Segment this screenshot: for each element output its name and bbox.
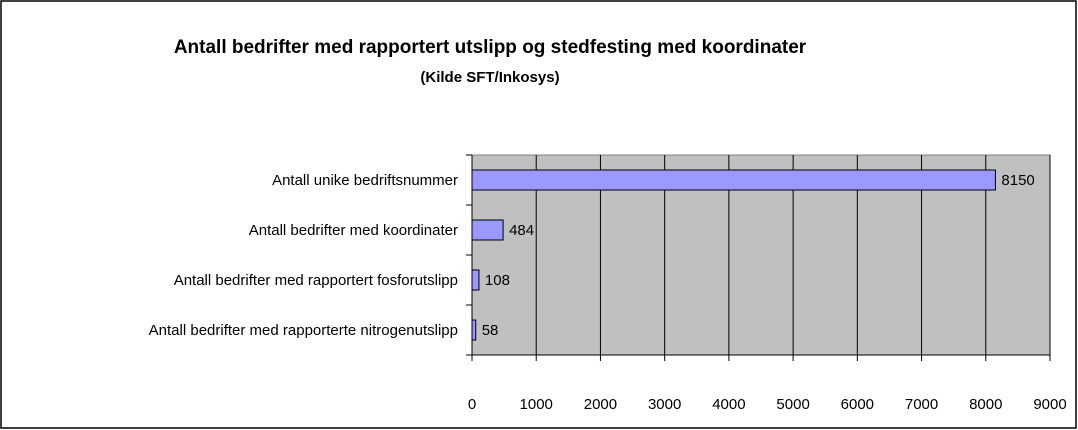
x-tick-label: 0 (468, 396, 476, 413)
data-label: 108 (485, 272, 510, 289)
x-tick-label: 3000 (648, 396, 681, 413)
y-tick-label: Antall bedrifter med koordinater (249, 222, 458, 239)
bar (471, 219, 504, 241)
data-label: 8150 (1001, 172, 1034, 189)
y-tick-label: Antall bedrifter med rapporterte nitroge… (149, 322, 458, 339)
chart-title: Antall bedrifter med rapportert utslipp … (174, 37, 807, 58)
y-tick-label: Antall bedrifter med rapportert fosforut… (174, 272, 458, 289)
x-tick-label: 9000 (1033, 396, 1066, 413)
bar (471, 319, 477, 341)
data-label: 58 (482, 322, 499, 339)
data-label: 484 (509, 222, 534, 239)
x-tick-label: 6000 (841, 396, 874, 413)
bar (471, 169, 996, 191)
x-tick-label: 8000 (969, 396, 1002, 413)
chart-subtitle: (Kilde SFT/Inkosys) (420, 69, 559, 86)
x-tick-label: 7000 (905, 396, 938, 413)
x-tick-label: 1000 (520, 396, 553, 413)
bar (471, 269, 480, 291)
x-tick-label: 4000 (712, 396, 745, 413)
x-tick-label: 5000 (776, 396, 809, 413)
y-tick-label: Antall unike bedriftsnummer (272, 172, 458, 189)
x-tick-label: 2000 (584, 396, 617, 413)
